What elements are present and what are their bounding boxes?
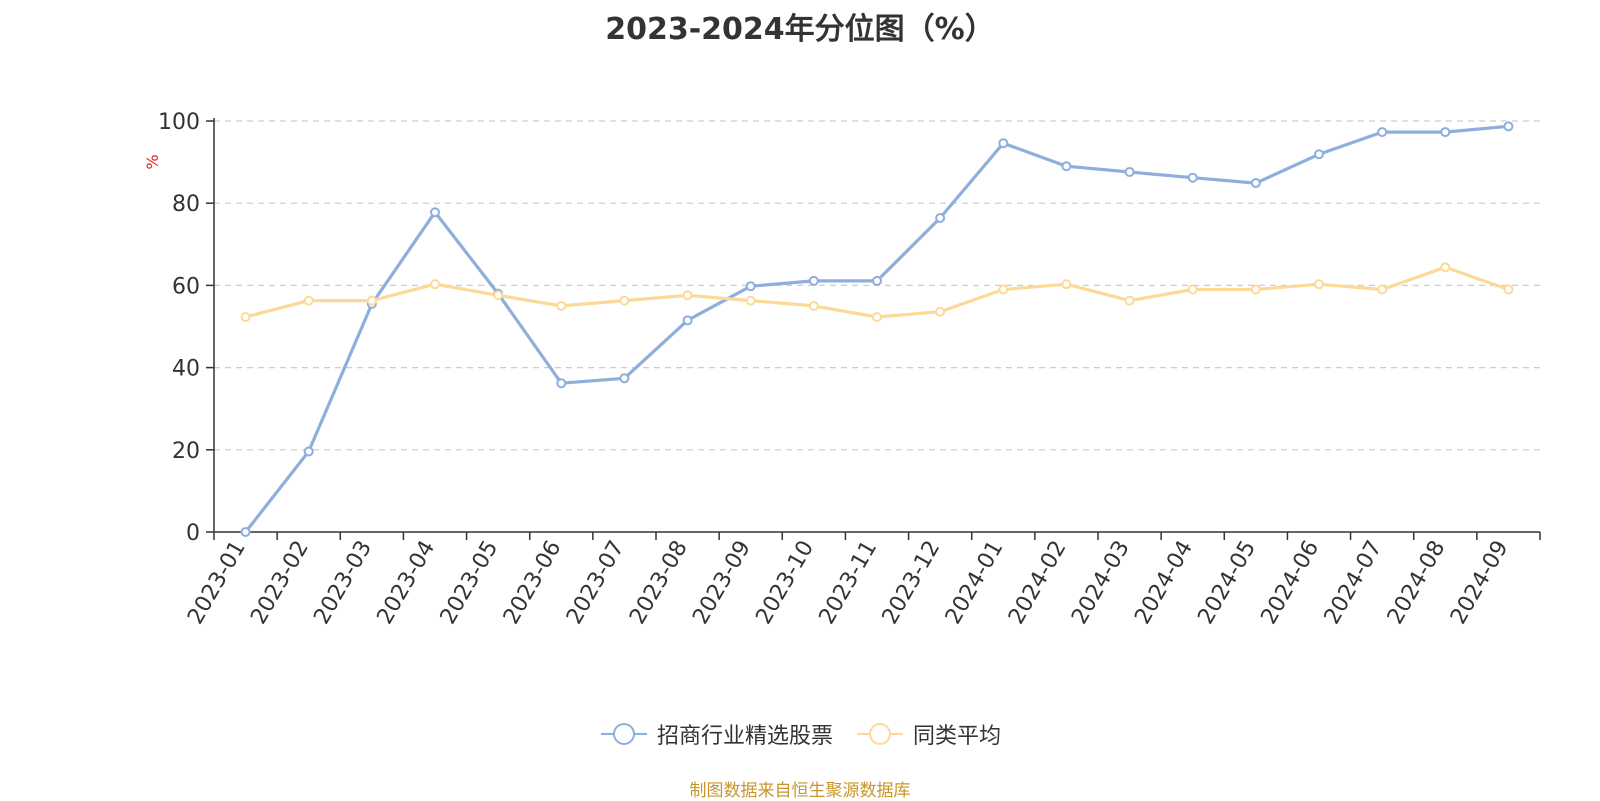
x-tick-label-2023-05: 2023-05 bbox=[436, 537, 504, 629]
series-line-1 bbox=[245, 265, 1509, 319]
y-tick-label-80: 80 bbox=[172, 192, 200, 217]
x-tick-label-2024-01: 2024-01 bbox=[941, 536, 1009, 628]
x-tick-label-2024-05: 2024-05 bbox=[1193, 537, 1261, 629]
series-1-point-2024-01 bbox=[998, 284, 1009, 295]
x-tick-label-2023-12: 2023-12 bbox=[878, 536, 946, 628]
series-0-point-2024-03 bbox=[1124, 166, 1135, 177]
x-tick-label-2024-07: 2024-07 bbox=[1320, 537, 1388, 629]
series-1-point-2024-08 bbox=[1440, 262, 1451, 273]
series-0-point-2023-06 bbox=[556, 378, 567, 389]
y-tick-label-100: 100 bbox=[158, 110, 200, 135]
series-0-point-2023-07 bbox=[619, 373, 630, 384]
x-tick-label-2023-03: 2023-03 bbox=[309, 537, 377, 629]
series-1-point-2023-05 bbox=[493, 290, 504, 301]
axes: 0 20 40 60 80 100 2023-012023-022023-032023-04… bbox=[158, 110, 1541, 629]
series-0-point-2023-01 bbox=[240, 527, 251, 537]
x-tick-label-2024-02: 2024-02 bbox=[1004, 537, 1072, 629]
y-axis-unit-label: % bbox=[143, 154, 162, 169]
legend-fund-label: 招商行业精选股票 bbox=[656, 724, 833, 749]
series-1-point-2024-09 bbox=[1503, 284, 1514, 295]
chart-title: 2023-2024年分位图（%） bbox=[605, 12, 995, 47]
y-tick-label-60: 60 bbox=[172, 274, 200, 299]
series-1-point-2024-06 bbox=[1314, 279, 1324, 290]
series-lines bbox=[244, 124, 1509, 533]
series-0-point-2024-07 bbox=[1377, 127, 1388, 138]
series-0-point-2024-04 bbox=[1187, 172, 1198, 183]
series-1-point-2023-11 bbox=[872, 312, 882, 323]
x-tick-label-2023-01: 2023-01 bbox=[183, 537, 251, 629]
x-tick-label-2024-06: 2024-06 bbox=[1257, 537, 1325, 629]
series-0-point-2023-02 bbox=[303, 446, 314, 457]
series-1-point-2023-10 bbox=[808, 300, 819, 311]
legend-item-average[interactable]: 同类平均 bbox=[855, 718, 1001, 750]
x-tick-label-2024-04: 2024-04 bbox=[1130, 537, 1198, 629]
legend-average-label: 同类平均 bbox=[913, 724, 1002, 749]
legend-average-symbol-icon bbox=[857, 723, 903, 745]
y-tick-label-20: 20 bbox=[172, 439, 200, 464]
series-1-point-2024-02 bbox=[1061, 279, 1072, 290]
x-tick-label-2023-07: 2023-07 bbox=[562, 537, 630, 629]
x-tick-label-2024-03: 2024-03 bbox=[1067, 537, 1135, 629]
legend-item-fund[interactable]: 招商行业精选股票 bbox=[599, 718, 833, 750]
legend-fund-symbol-icon bbox=[600, 723, 647, 745]
series-0-point-2024-02 bbox=[1061, 161, 1072, 172]
x-tick-label-2023-10: 2023-10 bbox=[751, 537, 819, 629]
x-tick-label-2023-06: 2023-06 bbox=[499, 537, 567, 629]
data-points bbox=[240, 121, 1514, 537]
series-1-point-2024-05 bbox=[1250, 284, 1261, 295]
series-1-point-2023-01 bbox=[240, 312, 251, 323]
series-1-point-2024-03 bbox=[1124, 295, 1135, 306]
series-1-point-2023-06 bbox=[556, 300, 567, 311]
x-tick-label-2023-09: 2023-09 bbox=[688, 537, 756, 629]
series-1-point-2024-07 bbox=[1377, 284, 1388, 295]
x-tick-label-2023-11: 2023-11 bbox=[815, 537, 883, 629]
y-tick-label-40: 40 bbox=[172, 357, 200, 382]
series-0-point-2024-05 bbox=[1250, 178, 1261, 189]
x-tick-label-2023-04: 2023-04 bbox=[373, 537, 441, 629]
series-1-point-2023-09 bbox=[745, 295, 756, 306]
series-0-point-2023-09 bbox=[745, 281, 756, 292]
x-tick-label-2023-08: 2023-08 bbox=[625, 537, 693, 629]
series-1-point-2023-03 bbox=[366, 295, 377, 306]
series-0-point-2023-10 bbox=[808, 275, 819, 286]
series-1-point-2023-04 bbox=[430, 279, 440, 290]
x-tick-label-2023-02: 2023-02 bbox=[246, 537, 314, 629]
x-tick-label-2024-08: 2024-08 bbox=[1383, 537, 1451, 629]
series-0-point-2023-04 bbox=[430, 207, 440, 218]
series-1-point-2023-08 bbox=[682, 290, 693, 301]
series-1-point-2023-07 bbox=[619, 295, 630, 306]
series-line-0 bbox=[244, 124, 1509, 533]
series-0-point-2024-01 bbox=[998, 138, 1009, 149]
y-tick-label-0: 0 bbox=[186, 521, 200, 546]
series-1-point-2024-04 bbox=[1187, 284, 1198, 295]
series-0-point-2024-06 bbox=[1314, 149, 1324, 160]
series-0-point-2024-08 bbox=[1440, 127, 1451, 138]
series-1-point-2023-12 bbox=[935, 306, 946, 317]
x-tick-label-2024-09: 2024-09 bbox=[1446, 537, 1514, 629]
source-note: 制图数据来自恒生聚源数据库 bbox=[689, 781, 911, 801]
series-1-point-2023-02 bbox=[303, 295, 314, 306]
legend: 招商行业精选股票 同类平均 bbox=[0, 718, 1600, 750]
series-0-point-2023-08 bbox=[682, 315, 693, 326]
series-0-point-2024-09 bbox=[1503, 121, 1514, 132]
series-0-point-2023-11 bbox=[872, 275, 882, 286]
series-0-point-2023-12 bbox=[935, 212, 946, 223]
